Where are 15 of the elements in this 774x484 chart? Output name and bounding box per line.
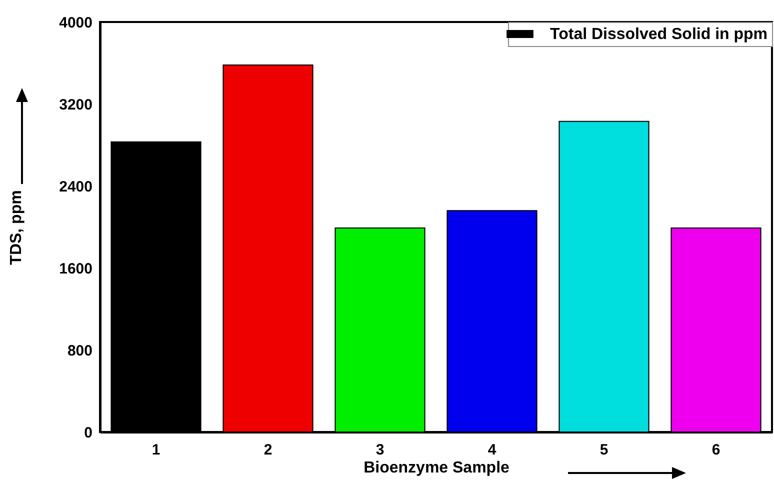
y-tick-label: 0 (84, 424, 92, 442)
x-tick-label: 1 (152, 442, 160, 458)
x-tick-label: 4 (488, 442, 497, 458)
x-axis-title: Bioenzyme Sample (364, 460, 510, 476)
y-tick-label: 2400 (59, 178, 92, 196)
y-axis-title: TDS, ppm (8, 190, 26, 265)
x-tick-label: 6 (712, 442, 720, 458)
x-tick-label: 5 (600, 442, 608, 458)
x-tick-label: 3 (376, 442, 384, 458)
y-tick-label: 3200 (59, 96, 92, 114)
legend-label: Total Dissolved Solid in ppm (550, 26, 768, 43)
y-tick-label: 4000 (59, 14, 92, 32)
y-tick-label: 800 (67, 342, 92, 360)
x-tick-label: 2 (264, 442, 272, 458)
y-tick-label: 1600 (59, 260, 92, 278)
